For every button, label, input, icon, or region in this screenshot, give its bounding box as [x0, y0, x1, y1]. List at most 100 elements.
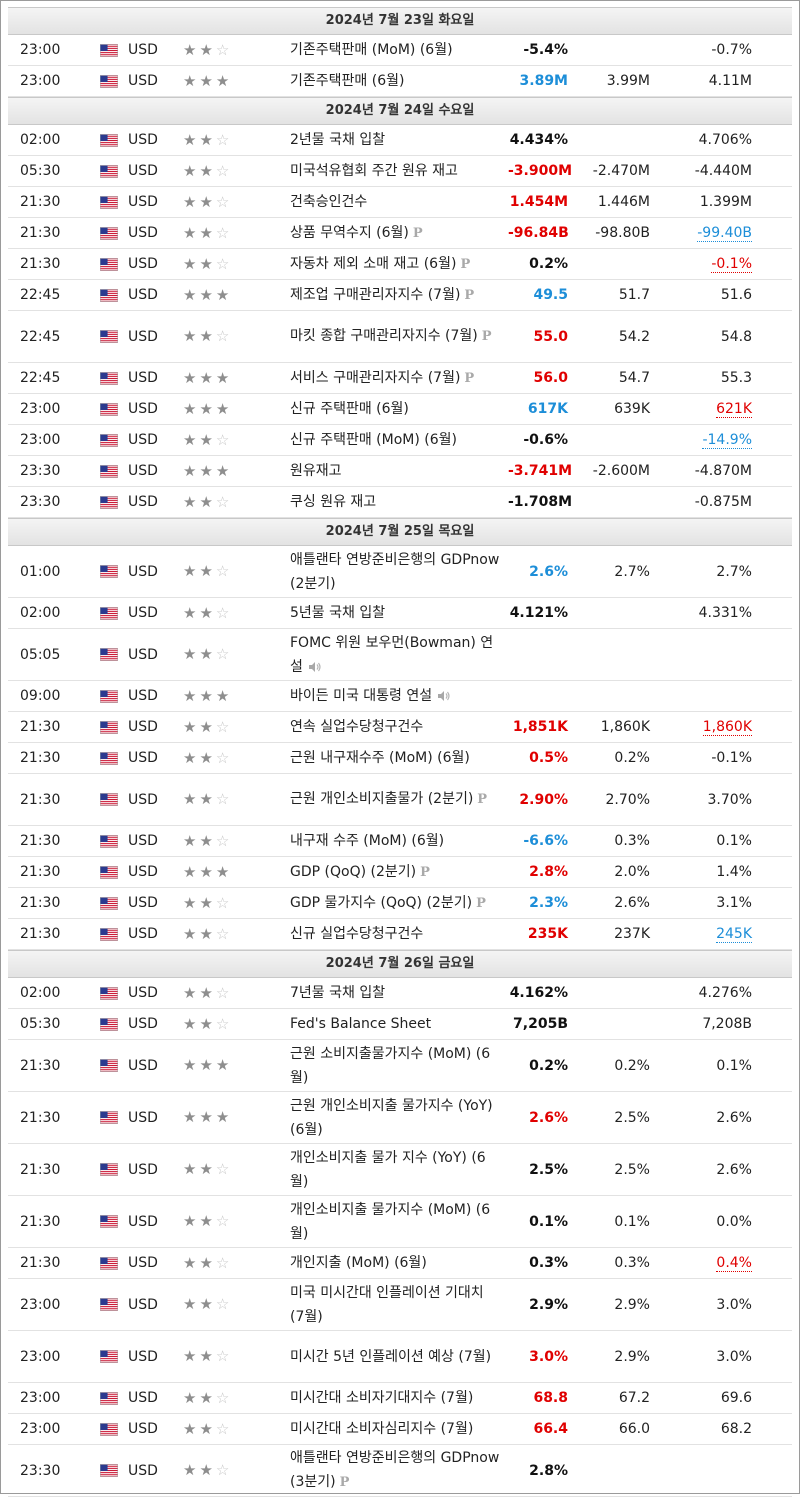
- event-name[interactable]: 쿠싱 원유 재고: [290, 490, 508, 514]
- event-name[interactable]: 미시간대 소비자기대지수 (7월): [290, 1386, 508, 1410]
- event-name-text[interactable]: GDP 물가지수 (QoQ) (2분기): [290, 894, 473, 911]
- event-name-text[interactable]: 마킷 종합 구매관리자지수 (7월): [290, 328, 478, 344]
- event-row[interactable]: 21:30 USD ★ ★ ☆ 근원 내구재수주 (MoM) (6월) 0.5% 0.2% -0…: [8, 743, 792, 774]
- event-name-text[interactable]: 서비스 구매관리자지수 (7월): [290, 369, 461, 386]
- event-name[interactable]: Fed's Balance Sheet: [290, 1012, 508, 1036]
- event-row[interactable]: 21:30 USD ★ ★ ☆ 개인소비지출 물가 지수 (YoY) (6월) 2.5% 2.…: [8, 1144, 792, 1196]
- event-name-text[interactable]: 미시간대 소비자기대지수 (7월): [290, 1390, 474, 1406]
- event-name-text[interactable]: 근원 내구재수주 (MoM) (6월): [290, 750, 470, 766]
- event-row[interactable]: 23:00 USD ★ ★ ☆ 미국 미시간대 인플레이션 기대치 (7월) 2.9% 2.9…: [8, 1279, 792, 1331]
- event-row[interactable]: 21:30 USD ★ ★ ☆ 상품 무역수지 (6월) P -96.84B -98.80B -9…: [8, 218, 792, 249]
- event-name-text[interactable]: 바이든 미국 대통령 연설: [290, 688, 433, 704]
- event-name-text[interactable]: 개인소비지출 물가지수 (MoM) (6월): [290, 1201, 491, 1242]
- event-row[interactable]: 23:00 USD ★ ★ ★ 기존주택판매 (6월) 3.89M 3.99M 4.11M: [8, 66, 792, 97]
- event-name-text[interactable]: 기존주택판매 (MoM) (6월): [290, 42, 453, 58]
- event-name[interactable]: 개인소비지출 물가 지수 (YoY) (6월): [290, 1146, 508, 1194]
- event-row[interactable]: 05:30 USD ★ ★ ☆ Fed's Balance Sheet 7,205B 7,20…: [8, 1009, 792, 1040]
- event-name[interactable]: 미국석유협회 주간 원유 재고: [290, 159, 508, 183]
- event-name-text[interactable]: 개인지출 (MoM) (6월): [290, 1255, 427, 1271]
- event-name-text[interactable]: Fed's Balance Sheet: [290, 1016, 432, 1032]
- event-row[interactable]: 21:30 USD ★ ★ ★ 근원 개인소비지출 물가지수 (YoY) (6월) 2.6%…: [8, 1092, 792, 1144]
- event-name[interactable]: 근원 내구재수주 (MoM) (6월): [290, 746, 508, 770]
- event-name[interactable]: 근원 개인소비지출 물가지수 (YoY) (6월): [290, 1094, 508, 1142]
- event-name-text[interactable]: 애틀랜타 연방준비은행의 GDPnow (2분기): [290, 551, 500, 592]
- event-name-text[interactable]: 개인소비지출 물가 지수 (YoY) (6월): [290, 1149, 486, 1190]
- event-row[interactable]: 09:00 USD ★ ★ ★ 바이든 미국 대통령 연설: [8, 681, 792, 712]
- event-name[interactable]: 건축승인건수: [290, 190, 508, 214]
- event-name-text[interactable]: 연속 실업수당청구건수: [290, 719, 424, 735]
- event-row[interactable]: 21:30 USD ★ ★ ☆ 연속 실업수당청구건수 1,851K 1,860K 1,860K: [8, 712, 792, 743]
- event-row[interactable]: 23:30 USD ★ ★ ☆ 애틀랜타 연방준비은행의 GDPnow (3분기) P 2.8…: [8, 1445, 792, 1497]
- event-name-text[interactable]: 쿠싱 원유 재고: [290, 494, 377, 510]
- event-row[interactable]: 02:00 USD ★ ★ ☆ 5년물 국채 입찰 4.121% 4.331%: [8, 598, 792, 629]
- event-row[interactable]: 05:30 USD ★ ★ ☆ 미국석유협회 주간 원유 재고 -3.900M -2.470M…: [8, 156, 792, 187]
- event-name[interactable]: 바이든 미국 대통령 연설: [290, 684, 508, 708]
- event-name-text[interactable]: 신규 실업수당청구건수: [290, 926, 424, 942]
- event-row[interactable]: 21:30 USD ★ ★ ★ 근원 소비지출물가지수 (MoM) (6월) 0.2% 0.2…: [8, 1040, 792, 1092]
- event-row[interactable]: 02:00 USD ★ ★ ☆ 7년물 국채 입찰 4.162% 4.276%: [8, 978, 792, 1009]
- event-name[interactable]: 애틀랜타 연방준비은행의 GDPnow (2분기): [290, 548, 508, 596]
- event-name-text[interactable]: 근원 소비지출물가지수 (MoM) (6월): [290, 1045, 491, 1086]
- event-name[interactable]: 미국 미시간대 인플레이션 기대치 (7월): [290, 1281, 508, 1329]
- event-name-text[interactable]: 애틀랜타 연방준비은행의 GDPnow (3분기): [290, 1450, 500, 1490]
- event-name[interactable]: 연속 실업수당청구건수: [290, 715, 508, 739]
- event-name[interactable]: 서비스 구매관리자지수 (7월) P: [290, 366, 508, 391]
- event-name[interactable]: 근원 소비지출물가지수 (MoM) (6월): [290, 1042, 508, 1090]
- event-name-text[interactable]: 제조업 구매관리자지수 (7월): [290, 286, 461, 303]
- event-name-text[interactable]: 5년물 국채 입찰: [290, 605, 386, 621]
- event-name-text[interactable]: FOMC 위원 보우먼(Bowman) 연설: [290, 634, 494, 675]
- event-row[interactable]: 22:45 USD ★ ★ ★ 제조업 구매관리자지수 (7월) P 49.5 51.7 51.6: [8, 280, 792, 311]
- event-name[interactable]: 미시간대 소비자심리지수 (7월): [290, 1417, 508, 1441]
- event-name-text[interactable]: 기존주택판매 (6월): [290, 73, 405, 89]
- event-row[interactable]: 05:05 USD ★ ★ ☆ FOMC 위원 보우먼(Bowman) 연설: [8, 629, 792, 681]
- event-name[interactable]: 개인소비지출 물가지수 (MoM) (6월): [290, 1198, 508, 1246]
- event-name-text[interactable]: 상품 무역수지 (6월): [290, 224, 409, 241]
- event-name[interactable]: 기존주택판매 (MoM) (6월): [290, 38, 508, 62]
- event-row[interactable]: 23:00 USD ★ ★ ☆ 기존주택판매 (MoM) (6월) -5.4% -0.7%: [8, 35, 792, 66]
- event-name[interactable]: 미시간 5년 인플레이션 예상 (7월): [290, 1345, 508, 1369]
- event-name-text[interactable]: 미시간 5년 인플레이션 예상 (7월): [290, 1348, 492, 1365]
- event-name[interactable]: GDP 물가지수 (QoQ) (2분기) P: [290, 891, 508, 916]
- event-name-text[interactable]: GDP (QoQ) (2분기): [290, 863, 417, 880]
- event-row[interactable]: 23:00 USD ★ ★ ★ 신규 주택판매 (6월) 617K 639K 621K: [8, 394, 792, 425]
- event-row[interactable]: 21:30 USD ★ ★ ☆ 신규 실업수당청구건수 235K 237K 245K: [8, 919, 792, 950]
- event-name[interactable]: 근원 개인소비지출물가 (2분기) P: [290, 787, 508, 812]
- event-name-text[interactable]: 내구재 수주 (MoM) (6월): [290, 833, 445, 849]
- event-row[interactable]: 23:30 USD ★ ★ ☆ 쿠싱 원유 재고 -1.708M -0.875M: [8, 487, 792, 518]
- event-row[interactable]: 21:30 USD ★ ★ ☆ 개인지출 (MoM) (6월) 0.3% 0.3% 0.4%: [8, 1248, 792, 1279]
- event-row[interactable]: 22:45 USD ★ ★ ★ 서비스 구매관리자지수 (7월) P 56.0 54.7 55.3: [8, 363, 792, 394]
- event-row[interactable]: 23:00 USD ★ ★ ☆ 미시간 5년 인플레이션 예상 (7월) 3.0% 2.9% 3…: [8, 1331, 792, 1383]
- event-row[interactable]: 21:30 USD ★ ★ ☆ 내구재 수주 (MoM) (6월) -6.6% 0.3% 0.1…: [8, 826, 792, 857]
- event-row[interactable]: 21:30 USD ★ ★ ☆ 근원 개인소비지출물가 (2분기) P 2.90% 2.70% 3…: [8, 774, 792, 826]
- event-name-text[interactable]: 근원 개인소비지출 물가지수 (YoY) (6월): [290, 1097, 493, 1138]
- event-name-text[interactable]: 미국석유협회 주간 원유 재고: [290, 163, 458, 179]
- event-name[interactable]: 애틀랜타 연방준비은행의 GDPnow (3분기) P: [290, 1446, 508, 1495]
- event-row[interactable]: 23:00 USD ★ ★ ☆ 미시간대 소비자심리지수 (7월) 66.4 66.0 68.2: [8, 1414, 792, 1445]
- event-name-text[interactable]: 원유재고: [290, 463, 342, 479]
- event-name-text[interactable]: 건축승인건수: [290, 194, 368, 210]
- event-row[interactable]: 21:30 USD ★ ★ ☆ GDP 물가지수 (QoQ) (2분기) P 2.3% 2.6%…: [8, 888, 792, 919]
- event-name[interactable]: 상품 무역수지 (6월) P: [290, 221, 508, 246]
- event-row[interactable]: 01:00 USD ★ ★ ☆ 애틀랜타 연방준비은행의 GDPnow (2분기) 2.6%…: [8, 546, 792, 598]
- event-row[interactable]: 21:30 USD ★ ★ ☆ 자동차 제외 소매 재고 (6월) P 0.2% -0.1%: [8, 249, 792, 280]
- event-name-text[interactable]: 신규 주택판매 (MoM) (6월): [290, 432, 457, 448]
- event-name[interactable]: 신규 주택판매 (6월): [290, 397, 508, 421]
- event-name[interactable]: 마킷 종합 구매관리자지수 (7월) P: [290, 324, 508, 349]
- event-row[interactable]: 23:00 USD ★ ★ ☆ 미시간대 소비자기대지수 (7월) 68.8 67.2 69.6: [8, 1383, 792, 1414]
- event-row[interactable]: 23:00 USD ★ ★ ☆ 신규 주택판매 (MoM) (6월) -0.6% -14.9%: [8, 425, 792, 456]
- event-row[interactable]: 21:30 USD ★ ★ ☆ 건축승인건수 1.454M 1.446M 1.399M: [8, 187, 792, 218]
- event-name-text[interactable]: 2년물 국채 입찰: [290, 132, 386, 148]
- event-name[interactable]: 신규 주택판매 (MoM) (6월): [290, 428, 508, 452]
- event-name[interactable]: GDP (QoQ) (2분기) P: [290, 860, 508, 885]
- event-name[interactable]: 원유재고: [290, 459, 508, 483]
- event-name[interactable]: 5년물 국채 입찰: [290, 601, 508, 625]
- event-name-text[interactable]: 미시간대 소비자심리지수 (7월): [290, 1421, 474, 1437]
- event-name-text[interactable]: 근원 개인소비지출물가 (2분기): [290, 791, 474, 807]
- event-row[interactable]: 21:30 USD ★ ★ ☆ 개인소비지출 물가지수 (MoM) (6월) 0.1% 0.1…: [8, 1196, 792, 1248]
- event-name[interactable]: FOMC 위원 보우먼(Bowman) 연설: [290, 631, 508, 679]
- event-row[interactable]: 23:30 USD ★ ★ ★ 원유재고 -3.741M -2.600M -4.870M: [8, 456, 792, 487]
- event-name[interactable]: 개인지출 (MoM) (6월): [290, 1251, 508, 1275]
- event-name[interactable]: 신규 실업수당청구건수: [290, 922, 508, 946]
- event-name[interactable]: 제조업 구매관리자지수 (7월) P: [290, 283, 508, 308]
- event-row[interactable]: 22:45 USD ★ ★ ☆ 마킷 종합 구매관리자지수 (7월) P 55.0 54.2 54…: [8, 311, 792, 363]
